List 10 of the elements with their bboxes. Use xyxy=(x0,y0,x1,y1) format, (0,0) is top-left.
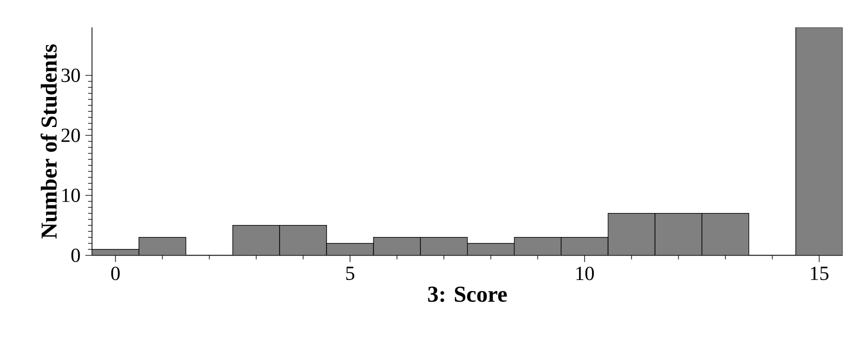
x-axis-title: 3: Score xyxy=(428,286,507,302)
x-tick-label: 10 xyxy=(576,266,594,280)
x-tick-label: 0 xyxy=(111,266,120,280)
y-axis-title: Number of Students xyxy=(40,44,57,238)
y-tick-label: 30 xyxy=(62,68,80,82)
y-tick-label: 0 xyxy=(71,248,80,262)
y-tick-label: 20 xyxy=(62,128,80,142)
y-tick-label: 10 xyxy=(62,188,80,202)
x-tick-label: 5 xyxy=(346,266,354,280)
x-tick-label: 15 xyxy=(810,266,828,280)
